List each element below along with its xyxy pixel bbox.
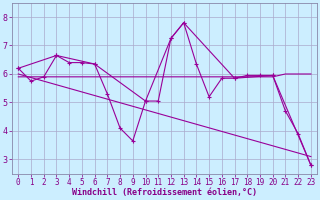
- X-axis label: Windchill (Refroidissement éolien,°C): Windchill (Refroidissement éolien,°C): [72, 188, 257, 197]
